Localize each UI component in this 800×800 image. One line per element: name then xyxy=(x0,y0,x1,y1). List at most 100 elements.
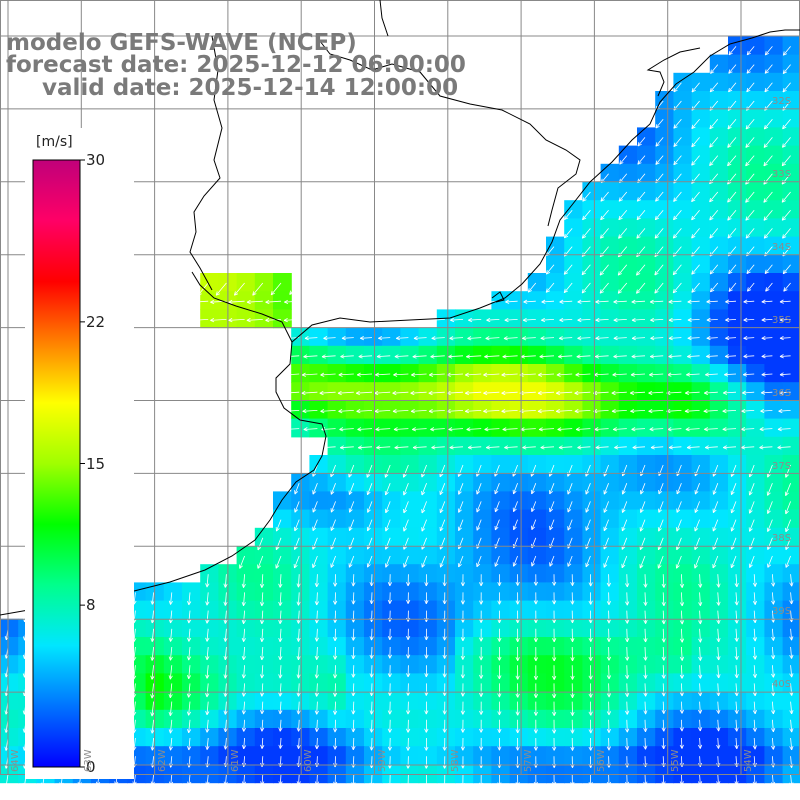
wind-speed-cell xyxy=(637,436,656,456)
lagoon-coastline xyxy=(646,47,701,97)
wind-speed-cell xyxy=(637,746,656,765)
wind-vector xyxy=(486,445,500,450)
wind-speed-cell xyxy=(564,673,583,693)
wind-vector xyxy=(301,390,318,396)
wind-speed-cell xyxy=(455,309,474,329)
longitude-label: 62W xyxy=(156,749,168,772)
wind-vector xyxy=(228,318,245,323)
wind-vector xyxy=(684,409,700,414)
wind-speed-cell xyxy=(728,618,747,638)
wind-vector xyxy=(570,592,575,605)
wind-speed-cell xyxy=(254,527,274,547)
wind-vector xyxy=(779,317,791,322)
wind-speed-cell xyxy=(618,709,638,729)
wind-speed-cell xyxy=(709,746,729,765)
wind-speed-cell xyxy=(655,327,674,347)
wind-vector xyxy=(691,191,700,203)
wind-speed-cell xyxy=(655,564,674,583)
wind-speed-cell xyxy=(455,364,474,383)
wind-speed-cell xyxy=(764,400,784,420)
wind-vector xyxy=(314,592,319,606)
wind-vector xyxy=(341,336,354,341)
wind-vector xyxy=(570,774,575,786)
wind-speed-cell xyxy=(455,382,474,401)
wind-speed-cell xyxy=(546,309,565,329)
wind-vector xyxy=(661,701,666,714)
colorbar-tick-label: 15 xyxy=(86,454,106,473)
wind-speed-cell xyxy=(655,364,674,383)
wind-vector xyxy=(631,354,646,359)
wind-vector xyxy=(763,118,773,130)
wind-vector xyxy=(314,610,319,624)
wind-speed-cell xyxy=(309,546,329,565)
wind-speed-cell xyxy=(564,382,583,401)
wind-vector xyxy=(789,701,794,715)
wind-vector xyxy=(501,390,518,396)
wind-vector xyxy=(387,683,392,696)
border-river-north xyxy=(379,0,389,37)
wind-vector xyxy=(599,264,609,276)
wind-speed-cell xyxy=(564,436,583,456)
wind-vector xyxy=(716,683,721,697)
longitude-label: 57W xyxy=(523,749,535,772)
wind-vector xyxy=(406,592,411,604)
wind-vector xyxy=(460,774,465,787)
wind-vector xyxy=(679,610,685,625)
wind-vector xyxy=(234,282,245,296)
wind-vector xyxy=(468,317,482,323)
wind-vector xyxy=(771,628,776,641)
wind-vector xyxy=(782,82,791,93)
wind-vector xyxy=(752,701,757,715)
wind-vector xyxy=(698,683,703,697)
wind-speed-cell xyxy=(364,473,383,492)
wind-speed-cell xyxy=(600,400,620,420)
wind-speed-cell xyxy=(345,473,365,492)
wind-speed-cell xyxy=(473,546,492,565)
wind-speed-cell xyxy=(182,728,201,747)
wind-speed-cell xyxy=(564,455,583,474)
wind-speed-cell xyxy=(728,709,747,729)
wind-speed-cell xyxy=(655,400,674,420)
wind-vector xyxy=(278,628,283,642)
wind-vector xyxy=(275,555,282,569)
wind-speed-cell xyxy=(382,673,401,693)
wind-vector xyxy=(246,299,263,305)
wind-speed-cell xyxy=(582,527,602,547)
wind-vector xyxy=(752,737,757,750)
wind-speed-cell xyxy=(455,491,474,511)
wind-speed-cell xyxy=(400,473,420,492)
wind-vector xyxy=(483,372,500,377)
wind-speed-cell xyxy=(709,764,729,784)
wind-speed-cell xyxy=(600,491,620,511)
wind-speed-cell xyxy=(655,728,674,747)
wind-speed-cell xyxy=(400,327,420,347)
wind-speed-cell xyxy=(728,746,747,765)
wind-speed-cell xyxy=(309,327,329,347)
wind-speed-cell xyxy=(691,618,711,638)
wind-speed-cell xyxy=(436,473,456,492)
wind-speed-cell xyxy=(509,327,529,347)
wind-vector xyxy=(630,409,646,414)
wind-speed-cell xyxy=(673,746,693,765)
wind-vector xyxy=(515,628,520,642)
wind-vector xyxy=(643,701,648,715)
wind-speed-cell xyxy=(673,655,693,674)
wind-vector xyxy=(581,282,591,294)
wind-vector xyxy=(567,519,573,531)
wind-speed-cell xyxy=(600,709,620,729)
wind-vector xyxy=(260,701,265,715)
wind-vector xyxy=(789,719,794,733)
wind-speed-cell xyxy=(782,364,800,383)
wind-vector xyxy=(205,628,210,642)
wind-vector xyxy=(312,555,318,568)
wind-speed-cell xyxy=(764,764,784,784)
wind-vector xyxy=(479,683,484,697)
wind-speed-cell xyxy=(200,309,219,329)
wind-vector xyxy=(314,574,319,587)
wind-vector xyxy=(730,501,737,514)
wind-speed-cell xyxy=(327,691,347,711)
wind-vector xyxy=(655,191,664,202)
wind-speed-cell xyxy=(655,509,674,529)
wind-vector xyxy=(385,519,391,532)
wind-speed-cell xyxy=(564,618,583,638)
